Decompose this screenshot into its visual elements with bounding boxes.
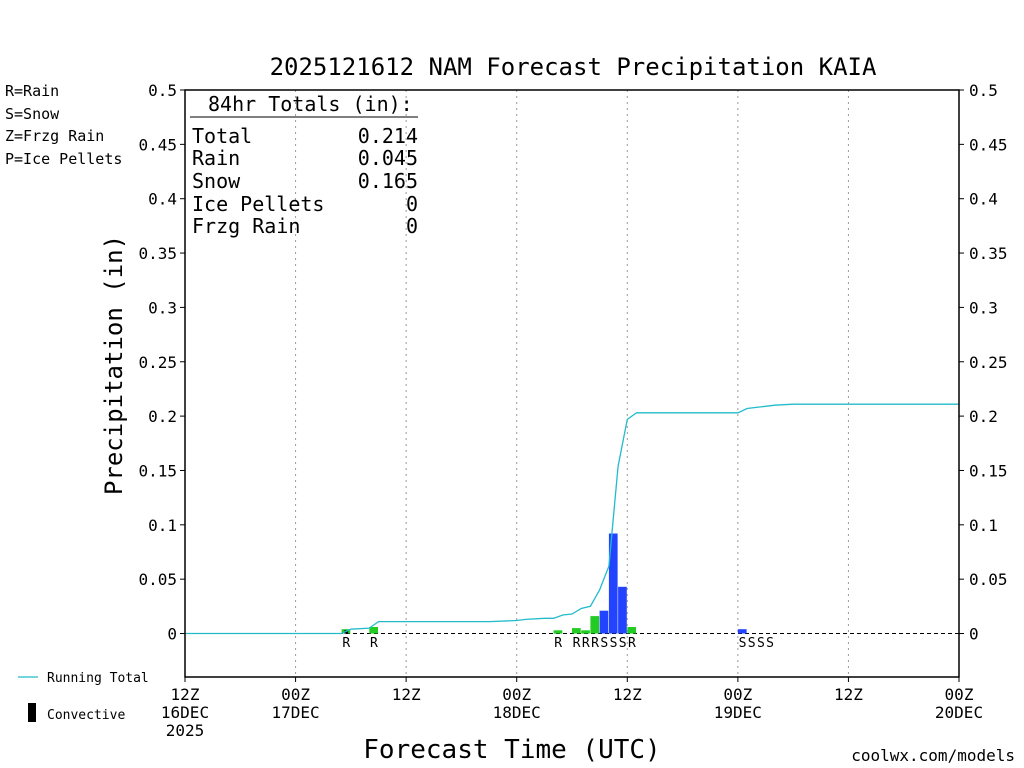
totals-value-ice-pellets: 0 xyxy=(406,192,418,216)
x-tick-label: 12Z xyxy=(392,685,421,704)
chart-title: 2025121612 NAM Forecast Precipitation KA… xyxy=(270,53,877,81)
y-tick-label-left: 0.1 xyxy=(148,516,177,535)
precip-bar xyxy=(627,627,636,634)
precip-bar xyxy=(581,630,590,634)
totals-value-frzg-rain: 0 xyxy=(406,214,418,238)
precip-bar xyxy=(737,629,747,634)
precip-type-label: S xyxy=(766,636,774,651)
y-tick-label-right: 0.2 xyxy=(969,407,998,426)
precip-type-label: S xyxy=(600,636,608,651)
precip-type-label: R xyxy=(342,636,350,651)
y-tick-label-left: 0.5 xyxy=(148,81,177,100)
precip-bar xyxy=(369,627,378,634)
source-credit: coolwx.com/models xyxy=(851,746,1015,765)
y-tick-label-right: 0.45 xyxy=(969,135,1008,154)
y-tick-label-left: 0.35 xyxy=(138,244,177,263)
precip-type-label: R xyxy=(628,636,636,651)
precip-type-label: R xyxy=(573,636,581,651)
precip-type-label: S xyxy=(748,636,756,651)
precip-type-label: R xyxy=(591,636,599,651)
x-axis-label: Forecast Time (UTC) xyxy=(363,735,660,765)
x-tick-label: 12Z xyxy=(171,685,200,704)
legend-running-total: Running Total xyxy=(47,671,149,686)
legend-rain: R=Rain xyxy=(5,82,59,100)
x-tick-label: 00Z xyxy=(723,685,752,704)
y-tick-label-right: 0.4 xyxy=(969,190,998,209)
y-axis-ticks: 0 00.05 0.050.1 0.10.15 0.150.2 0.20.25 0.250.… xyxy=(138,81,1007,644)
legend-snow: S=Snow xyxy=(5,105,60,123)
totals-value-snow: 0.165 xyxy=(358,169,418,193)
y-tick-label-right: 0.05 xyxy=(969,570,1008,589)
y-axis-label: Precipitation (in) xyxy=(100,235,128,495)
legend-ice-pellets: P=Ice Pellets xyxy=(5,150,122,168)
y-tick-label-left: 0.05 xyxy=(138,570,177,589)
y-tick-label-left: 0.3 xyxy=(148,298,177,317)
precip-type-label: S xyxy=(619,636,627,651)
y-tick-label-left: 0.2 xyxy=(148,407,177,426)
x-tick-label: 20DEC xyxy=(935,703,983,722)
precip-bar xyxy=(608,533,618,634)
legend-frzg-rain: Z=Frzg Rain xyxy=(5,127,104,145)
y-tick-label-right: 0.15 xyxy=(969,461,1008,480)
x-tick-label: 19DEC xyxy=(714,703,762,722)
precip-bar xyxy=(599,610,609,634)
totals-value-rain: 0.045 xyxy=(358,146,418,170)
x-tick-label: 2025 xyxy=(166,721,205,740)
y-tick-label-left: 0.15 xyxy=(138,461,177,480)
precip-type-label: S xyxy=(610,636,618,651)
precip-bar xyxy=(572,628,581,634)
precip-type-label: S xyxy=(757,636,765,651)
plot-frame xyxy=(184,89,960,678)
series-legend: Running Total Convective xyxy=(18,671,149,723)
y-tick-label-left: 0.4 xyxy=(148,190,177,209)
y-tick-label-right: 0.3 xyxy=(969,298,998,317)
precip-type-label: R xyxy=(582,636,590,651)
x-tick-label: 12Z xyxy=(834,685,863,704)
x-tick-label: 00Z xyxy=(945,685,974,704)
running-total-line xyxy=(185,403,959,635)
precip-bar xyxy=(553,630,563,634)
y-tick-label-left: 0.25 xyxy=(138,353,177,372)
x-tick-label: 17DEC xyxy=(271,703,319,722)
precip-bar xyxy=(618,586,627,634)
x-tick-label: 00Z xyxy=(502,685,531,704)
totals-label-ice-pellets: Ice Pellets xyxy=(192,192,324,216)
totals-label-rain: Rain xyxy=(192,146,240,170)
y-tick-label-right: 0.35 xyxy=(969,244,1008,263)
precip-type-label: S xyxy=(739,636,747,651)
precip-type-label: R xyxy=(554,636,562,651)
totals-box: 84hr Totals (in): Total 0.214 Rain 0.045… xyxy=(190,92,418,238)
y-tick-label-left: 0 xyxy=(167,625,177,644)
totals-heading: 84hr Totals (in): xyxy=(208,92,413,116)
totals-label-snow: Snow xyxy=(192,169,241,193)
y-tick-label-right: 0.25 xyxy=(969,353,1008,372)
running-total-series xyxy=(185,403,959,635)
y-tick-label-left: 0.45 xyxy=(138,135,177,154)
precip-type-label: R xyxy=(370,636,378,651)
precip-type-legend: R=Rain S=Snow Z=Frzg Rain P=Ice Pellets xyxy=(5,82,122,168)
y-tick-label-right: 0.1 xyxy=(969,516,998,535)
totals-value-total: 0.214 xyxy=(358,124,418,148)
x-tick-label: 00Z xyxy=(281,685,310,704)
precip-bar xyxy=(590,616,600,634)
y-tick-label-right: 0.5 xyxy=(969,81,998,100)
legend-convective: Convective xyxy=(47,708,125,723)
y-tick-label-right: 0 xyxy=(969,625,979,644)
totals-label-frzg-rain: Frzg Rain xyxy=(192,214,300,238)
convective-legend-swatch xyxy=(28,703,36,722)
totals-label-total: Total xyxy=(192,124,252,148)
x-tick-label: 12Z xyxy=(613,685,642,704)
x-tick-label: 18DEC xyxy=(493,703,541,722)
x-tick-label: 16DEC xyxy=(161,703,209,722)
